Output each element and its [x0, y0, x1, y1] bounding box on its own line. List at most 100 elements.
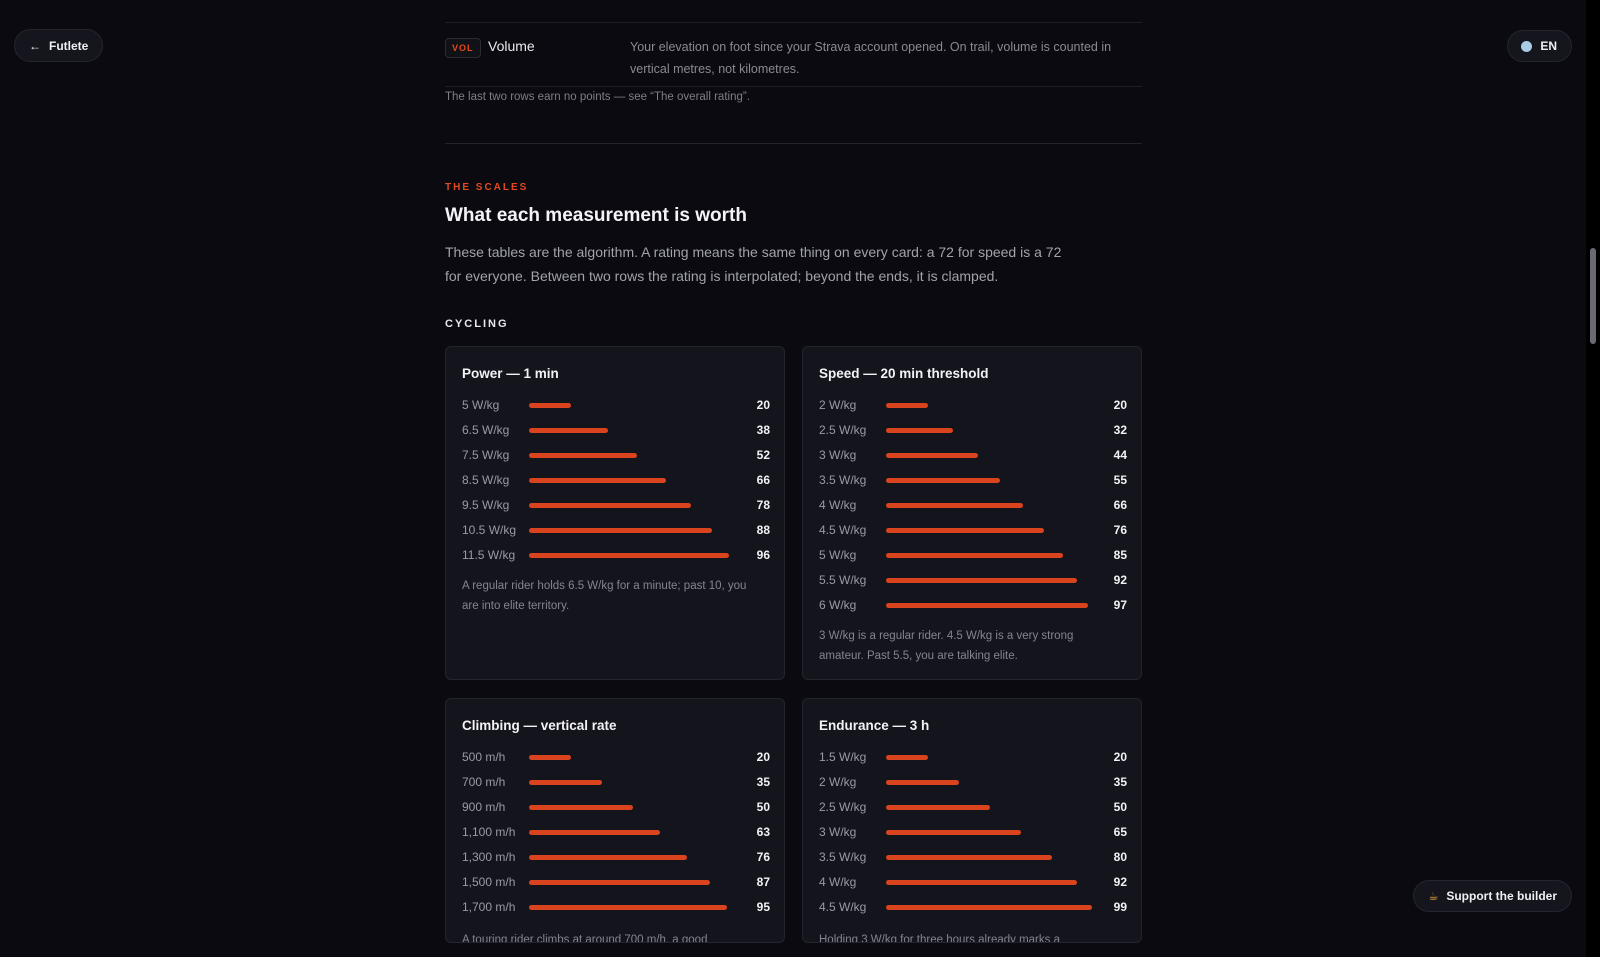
scale-row-value: 97: [1113, 598, 1127, 612]
volume-description: Your elevation on foot since your Strava…: [630, 40, 1112, 76]
scale-row: 1,100 m/h 63: [462, 823, 770, 843]
volume-label: Volume: [488, 38, 535, 54]
scale-row-label: 1,500 m/h: [462, 875, 516, 889]
scale-row: 1,700 m/h 95: [462, 898, 770, 918]
scale-row-bar: [886, 880, 1077, 885]
arrow-left-icon: ←: [29, 38, 41, 53]
scale-row-value: 35: [756, 775, 770, 789]
scale-row-bar: [886, 428, 953, 433]
scale-row: 8.5 W/kg 66: [462, 471, 770, 491]
section-eyebrow: THE SCALES: [445, 182, 529, 193]
scale-row: 3.5 W/kg 55: [819, 471, 1127, 491]
card-note: A touring rider climbs at around 700 m/h…: [462, 934, 708, 943]
scale-row-bar: [529, 528, 712, 533]
section-intro: These tables are the algorithm. A rating…: [445, 244, 1062, 284]
scale-row-value: 55: [1113, 473, 1127, 487]
scale-row-label: 1.5 W/kg: [819, 750, 867, 764]
scale-row: 5 W/kg 20: [462, 396, 770, 416]
scale-row-value: 20: [1113, 398, 1127, 412]
scale-row-value: 76: [756, 850, 770, 864]
scale-row-bar-track: [529, 403, 737, 408]
scale-row-value: 96: [756, 548, 770, 562]
scale-row: 5 W/kg 85: [819, 546, 1127, 566]
scale-row-bar: [886, 453, 978, 458]
scale-row-label: 11.5 W/kg: [462, 548, 516, 562]
scale-row-label: 3 W/kg: [819, 825, 857, 839]
scale-row-value: 44: [1113, 448, 1127, 462]
scrollbar[interactable]: [1586, 0, 1600, 957]
card-note: Holding 3 W/kg for three hours already m…: [819, 934, 1060, 943]
scale-row: 700 m/h 35: [462, 773, 770, 793]
scale-row-label: 1,300 m/h: [462, 850, 516, 864]
scale-row: 6 W/kg 97: [819, 596, 1127, 616]
scale-row-bar-track: [886, 578, 1094, 583]
section-title: What each measurement is worth: [445, 205, 747, 226]
scale-row-label: 2 W/kg: [819, 398, 857, 412]
scale-row-value: 80: [1113, 850, 1127, 864]
scale-row-bar-track: [529, 880, 737, 885]
scale-row-label: 9.5 W/kg: [462, 498, 510, 512]
scale-row: 900 m/h 50: [462, 798, 770, 818]
scale-row-label: 5 W/kg: [462, 398, 500, 412]
scale-row-bar: [886, 578, 1077, 583]
scale-row-bar-track: [886, 603, 1094, 608]
scale-row-value: 65: [1113, 825, 1127, 839]
scale-row-bar-track: [886, 428, 1094, 433]
scale-row-bar: [886, 553, 1063, 558]
scale-row: 4.5 W/kg 76: [819, 521, 1127, 541]
scale-row-label: 6 W/kg: [819, 598, 857, 612]
scale-row: 1,300 m/h 76: [462, 848, 770, 868]
scale-row-bar: [886, 830, 1021, 835]
scale-row-bar: [529, 428, 608, 433]
scrollbar-thumb[interactable]: [1590, 248, 1596, 344]
scale-row-bar-track: [886, 805, 1094, 810]
scale-row: 4.5 W/kg 99: [819, 898, 1127, 918]
scale-row-value: 32: [1113, 423, 1127, 437]
scale-row-bar: [529, 830, 660, 835]
scale-row-value: 76: [1113, 523, 1127, 537]
support-button[interactable]: ☕ Support the builder: [1413, 880, 1572, 912]
scale-row-bar-track: [886, 503, 1094, 508]
scale-row-label: 2 W/kg: [819, 775, 857, 789]
scale-row: 9.5 W/kg 78: [462, 496, 770, 516]
scale-row-value: 88: [756, 523, 770, 537]
scale-row-value: 52: [756, 448, 770, 462]
scale-row-label: 4.5 W/kg: [819, 900, 867, 914]
back-button[interactable]: ← Futlete: [14, 29, 104, 62]
scale-card-climbing: Climbing — vertical rate 500 m/h 20 700 m/…: [445, 698, 785, 943]
scale-row-value: 20: [1113, 750, 1127, 764]
scale-row: 2.5 W/kg 50: [819, 798, 1127, 818]
scale-row-label: 1,700 m/h: [462, 900, 516, 914]
scale-row-value: 92: [1113, 875, 1127, 889]
language-button[interactable]: EN: [1507, 30, 1572, 62]
scale-row: 11.5 W/kg 96: [462, 546, 770, 566]
card-title: Speed — 20 min threshold: [819, 366, 989, 381]
scale-row-label: 4 W/kg: [819, 498, 857, 512]
scale-row-bar: [529, 780, 602, 785]
scale-row: 5.5 W/kg 92: [819, 571, 1127, 591]
scale-row-bar-track: [886, 830, 1094, 835]
scale-row-value: 78: [756, 498, 770, 512]
scale-row-bar: [886, 478, 1000, 483]
scale-row: 3.5 W/kg 80: [819, 848, 1127, 868]
scale-row-value: 20: [756, 750, 770, 764]
scale-row-bar-track: [529, 453, 737, 458]
scale-row-bar-track: [529, 805, 737, 810]
scale-row-label: 2.5 W/kg: [819, 423, 867, 437]
volume-badge: VOL: [445, 38, 481, 58]
scale-row-bar-track: [886, 528, 1094, 533]
scale-row-bar-track: [886, 855, 1094, 860]
scale-row: 3 W/kg 44: [819, 446, 1127, 466]
scale-row-label: 900 m/h: [462, 800, 506, 814]
scale-row-value: 95: [756, 900, 770, 914]
category-heading: CYCLING: [445, 318, 509, 330]
scale-row-value: 63: [756, 825, 770, 839]
card-note: A regular rider holds 6.5 W/kg for a min…: [462, 580, 747, 612]
scale-row-bar: [886, 503, 1023, 508]
section-divider: [445, 143, 1142, 144]
scale-row-bar: [529, 880, 710, 885]
scale-row-label: 2.5 W/kg: [819, 800, 867, 814]
scale-row-value: 92: [1113, 573, 1127, 587]
scale-card-endurance: Endurance — 3 h 1.5 W/kg 20 2 W/kg 35 2.5 W/…: [802, 698, 1142, 943]
scale-row-label: 5.5 W/kg: [819, 573, 867, 587]
